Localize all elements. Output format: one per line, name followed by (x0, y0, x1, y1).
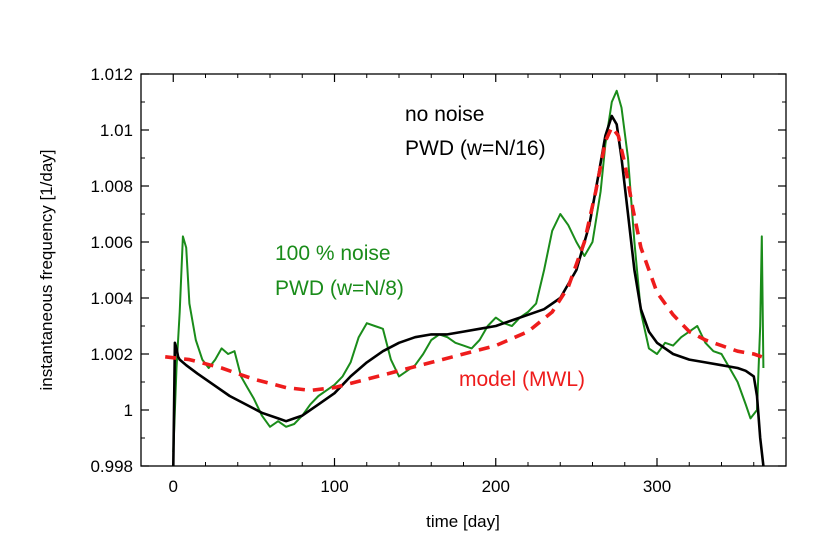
x-tick-label: 0 (169, 477, 178, 496)
y-tick-label: 1.002 (90, 345, 133, 364)
y-axis-title: instantaneous frequency [1/day] (37, 150, 56, 391)
annotation-black-line2: PWD (w=N/16) (405, 137, 546, 160)
ticks-layer: 0 100 200 300 0.998 1 1.002 1.004 1.006 1.008 1.01… (90, 65, 787, 496)
y-tick-label: 1 (124, 401, 133, 420)
x-tick-label: 200 (482, 477, 510, 496)
annotation-green-line2: PWD (w=N/8) (275, 277, 404, 300)
black-pwd-line (172, 114, 765, 466)
x-tick-label: 100 (320, 477, 348, 496)
y-tick-label: 1.006 (90, 233, 133, 252)
annotation-red-line1: model (MWL) (459, 368, 585, 391)
y-tick-label: 0.998 (90, 457, 133, 476)
annotation-layer: no noise PWD (w=N/16) 100 % noise PWD (w=N/… (275, 103, 585, 391)
series-layer (164, 89, 765, 466)
x-tick-label: 300 (643, 477, 671, 496)
y-tick-label: 1.01 (100, 121, 133, 140)
x-axis-title: time [day] (426, 512, 500, 531)
red-model-line (164, 125, 763, 393)
y-tick-label: 1.004 (90, 289, 133, 308)
y-tick-label: 1.008 (90, 177, 133, 196)
annotation-black-line1: no noise (405, 103, 484, 126)
green-noise-line (172, 89, 765, 453)
y-tick-label: 1.012 (90, 65, 133, 84)
annotation-green-line1: 100 % noise (275, 242, 391, 265)
plot-frame (140, 73, 787, 467)
